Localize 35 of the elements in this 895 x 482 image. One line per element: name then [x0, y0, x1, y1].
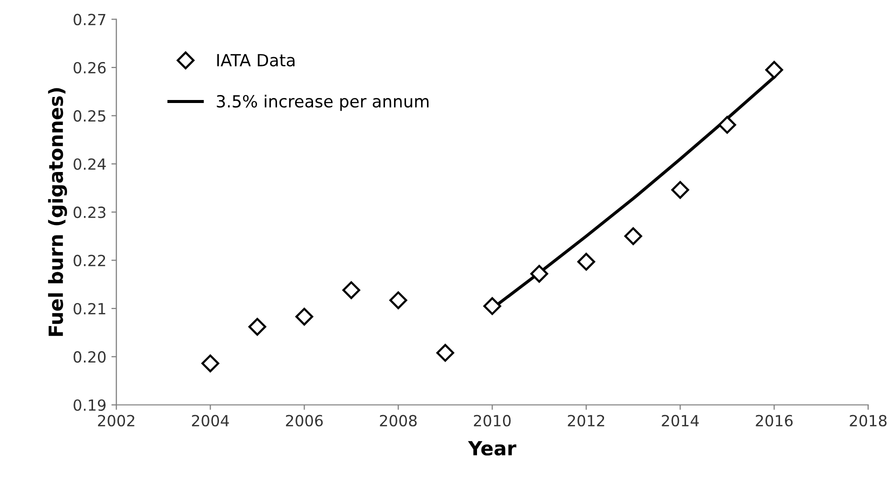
x-tick-label: 2004	[192, 414, 229, 426]
x-tick-label: 2006	[286, 414, 323, 426]
x-tick-label: 2016	[756, 414, 793, 426]
y-tick-label: 0.27	[74, 14, 106, 26]
legend-label: IATA Data	[217, 54, 294, 66]
y-tick-label: 0.22	[74, 254, 106, 266]
x-tick-label: 2014	[662, 414, 699, 426]
point	[765, 60, 784, 79]
x-tick-label: 2012	[568, 414, 604, 426]
point	[436, 344, 454, 362]
y-tick-label: 0.20	[74, 351, 106, 363]
y-tick-label: 0.19	[74, 399, 106, 411]
point	[624, 227, 642, 246]
point	[718, 116, 736, 134]
x-axis-title: Year	[468, 441, 516, 456]
point	[483, 297, 502, 315]
x-tick-label: 2002	[98, 414, 134, 426]
point	[342, 281, 360, 300]
point	[530, 264, 548, 283]
point	[248, 318, 266, 336]
x-tick-label: 2010	[474, 414, 511, 426]
y-tick-label: 0.24	[74, 158, 106, 170]
x-tick-label: 2008	[380, 414, 417, 426]
point	[671, 181, 690, 199]
legend-label: 3.5% increase per annum	[216, 94, 428, 111]
x-tick-label: 2018	[850, 414, 887, 426]
point	[389, 291, 408, 310]
point	[201, 354, 220, 372]
y-tick-label: 0.21	[74, 302, 106, 314]
point	[577, 252, 596, 271]
point	[295, 308, 314, 326]
y-axis-title: Fuel burn (gigatonnes)	[48, 88, 68, 336]
y-tick-label: 0.23	[74, 206, 106, 218]
y-tick-label: 0.26	[74, 62, 106, 74]
y-tick-label: 0.25	[74, 110, 106, 122]
